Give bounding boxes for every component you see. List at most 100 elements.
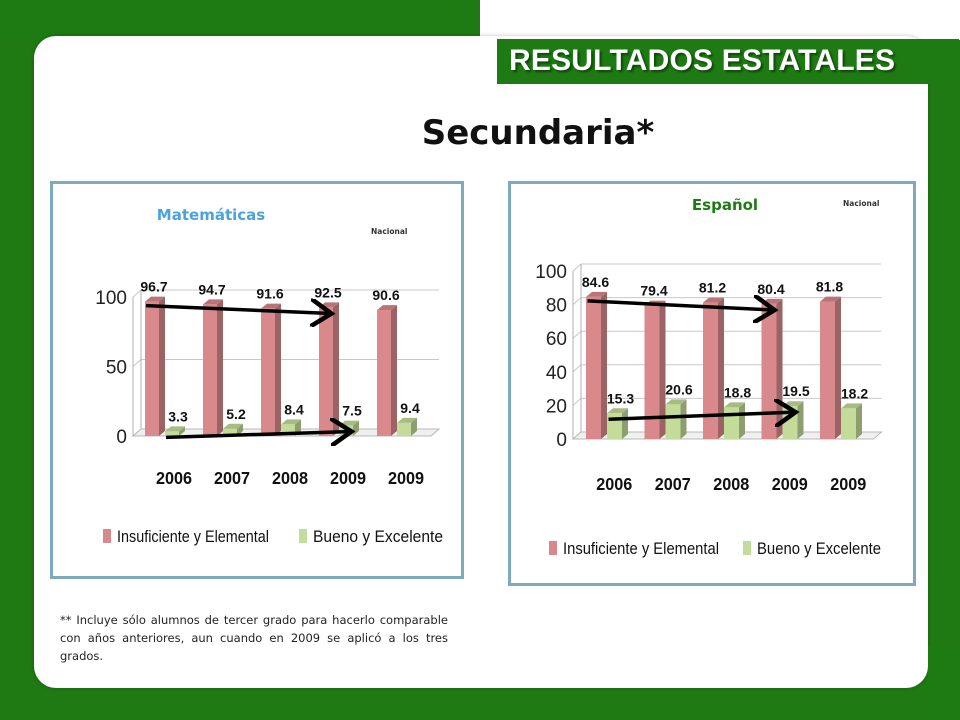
chart-svg: Matemáticas Nacional 0 50 100 96.7 3.3 2006 94.7…	[95, 206, 443, 546]
bar-side	[237, 423, 243, 436]
top-white-strip	[480, 0, 960, 40]
bar-bueno	[665, 404, 681, 439]
bar-top	[261, 303, 281, 309]
y-tick-label: 60	[546, 329, 567, 350]
page-title: Secundaria*	[421, 113, 655, 153]
data-label: 80.4	[757, 281, 784, 297]
data-label: 91.6	[256, 286, 283, 302]
data-label: 18.2	[841, 385, 868, 401]
bar-bueno	[165, 431, 179, 436]
data-label: 5.2	[226, 406, 246, 422]
y-tick-label: 80	[546, 296, 567, 317]
bar-insuficiente	[644, 305, 660, 439]
x-tick-label: 2009	[330, 468, 366, 488]
chart-matematicas: Matemáticas Nacional 0 50 100 96.7 3.3 2006 94.7…	[50, 181, 464, 579]
bar-side	[776, 298, 783, 439]
bar-side	[391, 305, 397, 436]
data-label: 84.6	[582, 274, 609, 290]
bar-side	[601, 291, 607, 439]
annotation-label: Nacional	[843, 199, 879, 208]
y-tick-label: 40	[546, 363, 567, 384]
y-tick-label: 0	[116, 427, 127, 448]
gridline-depth	[572, 297, 582, 305]
bar-side	[217, 299, 223, 436]
bar-top	[841, 403, 862, 409]
trend-arrow	[165, 432, 348, 438]
bottom-green-tab	[928, 645, 960, 720]
annotation-label: Nacional	[371, 227, 407, 236]
legend-label: Bueno y Excelente	[757, 539, 881, 558]
bar-side	[835, 296, 841, 439]
chart-svg: Español Nacional 0 20 40 60 80 100 84.6 15.3 2006 7…	[535, 196, 883, 558]
bar-top	[724, 402, 745, 408]
data-label: 92.5	[314, 284, 341, 300]
gridline-depth	[572, 364, 582, 373]
legend-swatch	[549, 541, 557, 555]
x-tick-label: 2009	[830, 474, 866, 494]
chart-title: Español	[692, 196, 758, 214]
gridline-depth	[572, 398, 582, 406]
bar-top	[223, 423, 243, 429]
bar-side	[622, 408, 628, 439]
gridline-depth	[132, 289, 142, 298]
bar-side	[718, 297, 724, 439]
y-tick-label: 0	[556, 430, 567, 451]
data-label: 94.7	[198, 281, 225, 297]
bar-bueno	[223, 428, 237, 436]
bar-top	[281, 419, 301, 425]
bar-top	[820, 296, 841, 302]
data-label: 90.6	[372, 287, 399, 303]
bar-top	[377, 305, 397, 311]
bar-top	[397, 417, 417, 423]
bar-side	[333, 302, 339, 436]
bar-insuficiente	[761, 303, 777, 439]
data-label: 9.4	[400, 400, 420, 416]
chart-espanol: Español Nacional 0 20 40 60 80 100 84.6 15.3 2006 7…	[508, 181, 916, 586]
chart-title: Matemáticas	[157, 206, 265, 224]
data-label: 7.5	[342, 403, 362, 419]
legend-label: Insuficiente y Elemental	[563, 539, 719, 558]
x-tick-label: 2009	[388, 468, 424, 488]
y-tick-label: 50	[106, 358, 127, 379]
bar-side	[275, 303, 281, 436]
legend-swatch	[299, 529, 307, 543]
data-label: 81.8	[816, 279, 843, 295]
legend-label: Bueno y Excelente	[313, 527, 443, 546]
x-tick-label: 2009	[772, 474, 808, 494]
bar-insuficiente	[261, 308, 275, 436]
bar-side	[179, 426, 185, 436]
bar-side	[411, 417, 417, 436]
x-tick-label: 2007	[214, 468, 250, 488]
data-label: 96.7	[140, 279, 167, 295]
y-tick-label: 20	[546, 396, 567, 417]
bar-bueno	[724, 407, 739, 439]
bar-top	[165, 426, 185, 432]
bar-bueno	[397, 422, 411, 436]
bar-insuficiente	[203, 304, 217, 436]
bar-top	[145, 296, 165, 302]
bar-side	[797, 401, 804, 439]
data-label: 3.3	[168, 408, 188, 424]
x-tick-label: 2006	[596, 474, 632, 494]
data-label: 81.2	[699, 280, 726, 296]
bar-insuficiente	[586, 296, 601, 439]
gridline-depth	[132, 359, 142, 367]
top-green-bar	[0, 0, 480, 40]
x-tick-label: 2006	[156, 468, 192, 488]
x-tick-label: 2007	[655, 474, 691, 494]
gridline-depth	[572, 263, 582, 272]
bar-insuficiente	[319, 307, 333, 436]
banner-title: RESULTADOS ESTATALES	[497, 39, 959, 84]
x-tick-label: 2008	[272, 468, 308, 488]
bar-insuficiente	[145, 301, 159, 436]
bar-top	[586, 291, 607, 297]
bar-bueno	[841, 408, 856, 439]
data-label: 20.6	[665, 381, 692, 397]
bar-side	[659, 300, 666, 439]
bar-bueno	[281, 424, 295, 436]
footnote: ** Incluye sólo alumnos de tercer grado …	[60, 613, 448, 663]
data-label: 15.3	[607, 390, 634, 406]
bar-top	[607, 408, 628, 414]
legend-swatch	[103, 529, 111, 543]
bar-top	[665, 399, 687, 405]
